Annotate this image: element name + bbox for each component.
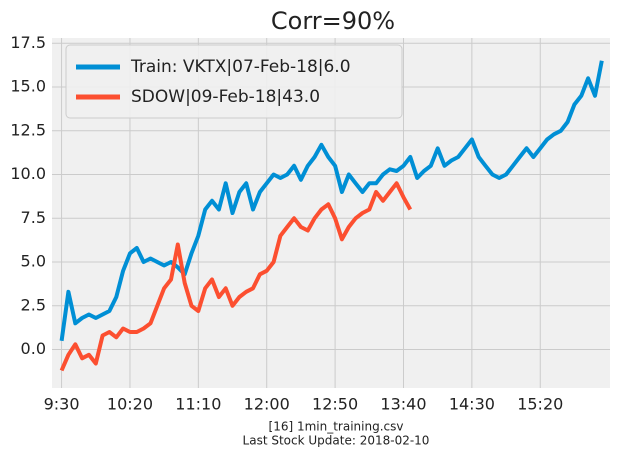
legend-label: Train: VKTX|07-Feb-18|6.0: [130, 57, 351, 77]
lines: [59, 60, 604, 372]
legend-box: [65, 44, 403, 119]
y-tick-label: 5.0: [21, 252, 46, 271]
x-tick-label: 12:50: [312, 395, 358, 414]
x-tick-label: 13:40: [380, 395, 426, 414]
footer: [16] 1min_training.csv: [269, 420, 404, 434]
x-tick-label: 12:00: [244, 395, 290, 414]
y-tick-label: 0.0: [21, 339, 46, 358]
y-tick-label: 17.5: [10, 33, 46, 52]
x-tick-label: 10:20: [107, 395, 153, 414]
x-tick-label: 9:30: [44, 395, 80, 414]
y-tick-label: 2.5: [21, 295, 46, 314]
y-tick-label: 15.0: [10, 77, 46, 96]
x-tick-label: 15:20: [517, 395, 563, 414]
legend-label: SDOW|09-Feb-18|43.0: [131, 87, 320, 107]
x-tick-label: 11:10: [175, 395, 221, 414]
chart-title: Corr=90%: [271, 7, 395, 35]
series-line: [59, 181, 413, 372]
series-line: [59, 60, 604, 342]
y-tick-label: 7.5: [21, 208, 46, 227]
y-tick-label: 12.5: [10, 120, 46, 139]
legend: Train: VKTX|07-Feb-18|6.0 SDOW|09-Feb-18|…: [65, 44, 403, 119]
x-tick-label: 14:30: [449, 395, 495, 414]
y-tick-label: 10.0: [10, 164, 46, 183]
footer: Last Stock Update: 2018-02-10: [243, 434, 430, 448]
